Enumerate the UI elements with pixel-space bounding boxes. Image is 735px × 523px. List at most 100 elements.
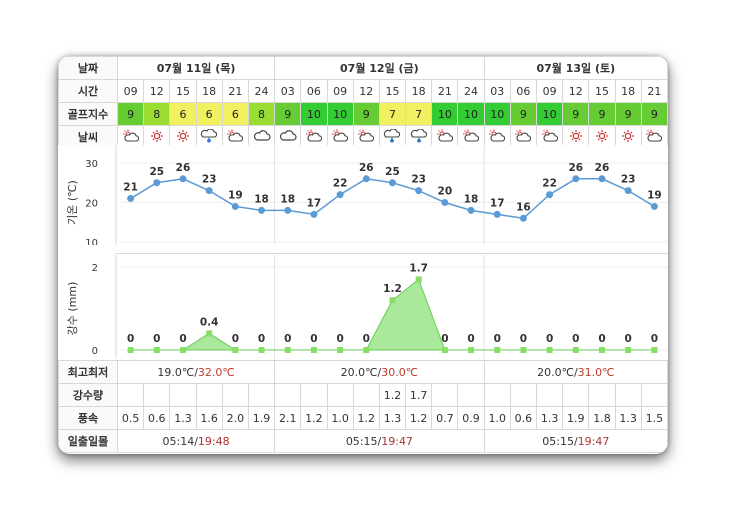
precip-point <box>441 347 448 353</box>
partly-cloudy-icon <box>226 129 244 142</box>
precip-point <box>468 347 475 353</box>
sun-day-3: 05:15/19:47 <box>483 429 668 453</box>
rainfall-cell: 1.2 <box>378 383 407 407</box>
wind-cell: 1.9 <box>247 406 276 430</box>
rainfall-label: 강수량 <box>58 383 118 407</box>
rainfall-cell <box>352 383 380 407</box>
precip-point <box>520 347 527 353</box>
temp-point <box>284 206 292 214</box>
data-label: 23 <box>621 174 636 186</box>
data-label: 0 <box>441 333 448 345</box>
partly-cloudy-icon <box>331 129 349 142</box>
data-label: 23 <box>411 174 426 186</box>
golf-index-cell: 10 <box>431 102 459 126</box>
data-label: 0 <box>494 333 501 345</box>
forecast-table-bottom: 최고최저 19.0℃/32.0℃ 20.0℃/30.0℃ 20.0℃/31.0℃… <box>58 360 668 453</box>
golf-index-cell: 10 <box>457 102 485 126</box>
temp-point <box>467 206 475 214</box>
precip-point <box>546 347 553 353</box>
time-cell: 18 <box>614 79 642 103</box>
wind-label: 풍속 <box>58 406 118 430</box>
temp-point <box>546 191 554 199</box>
wind-cell: 1.0 <box>483 406 511 430</box>
data-label: 18 <box>254 193 269 205</box>
precipitation-chart: 2 0 강수 (mm) 0 0 0 0.4 0 0 0 0 0 0 1.2 1.7 0 0 0 0 0 0 0 0 0 <box>58 255 668 359</box>
data-label: 0 <box>520 333 527 345</box>
wind-cell: 1.3 <box>378 406 407 430</box>
data-label: 0 <box>363 333 370 345</box>
time-cell: 09 <box>116 79 145 103</box>
precip-point <box>363 347 370 353</box>
date-label: 날짜 <box>58 56 118 80</box>
partly-cloudy-icon <box>122 129 140 142</box>
precip-point <box>127 347 134 353</box>
golf-index-cell: 9 <box>352 102 380 126</box>
time-cell: 12 <box>143 79 171 103</box>
rainfall-cell <box>300 383 328 407</box>
date-row: 날짜 07월 11일 (목) 07월 12일 (금) 07월 13일 (토) <box>58 56 668 80</box>
precip-point <box>337 347 344 353</box>
wind-cell: 1.9 <box>562 406 590 430</box>
rainfall-cell <box>431 383 459 407</box>
rainfall-cell <box>143 383 171 407</box>
time-cell: 06 <box>509 79 538 103</box>
wind-cell: 2.1 <box>274 406 302 430</box>
data-label: 21 <box>123 182 138 194</box>
temp-point <box>258 206 266 214</box>
cloud-icon <box>253 129 271 141</box>
precip-point <box>389 297 396 304</box>
temp-point <box>441 199 449 206</box>
y-axis-label: 기온 (℃) <box>66 180 79 225</box>
golf-index-label: 골프지수 <box>58 102 118 126</box>
golf-index-cell: 9 <box>116 102 145 126</box>
precip-point <box>415 276 422 283</box>
weather-label: 날씨 <box>58 125 118 149</box>
time-label: 시간 <box>58 79 118 103</box>
wind-cell: 1.0 <box>326 406 354 430</box>
golf-index-cell: 7 <box>378 102 407 126</box>
sun-icon <box>619 129 637 142</box>
time-cell: 03 <box>274 79 302 103</box>
wind-cell: 1.3 <box>169 406 197 430</box>
golf-index-cell: 9 <box>562 102 590 126</box>
temp-point <box>572 175 580 183</box>
data-label: 0 <box>127 333 134 345</box>
wind-cell: 0.6 <box>509 406 538 430</box>
minmax-day-3: 20.0℃/31.0℃ <box>483 360 668 384</box>
time-cell: 18 <box>405 79 433 103</box>
wind-cell: 1.3 <box>614 406 642 430</box>
data-label: 0 <box>598 333 605 345</box>
wind-cell: 1.8 <box>588 406 616 430</box>
rainfall-cell <box>116 383 145 407</box>
data-label: 26 <box>568 162 583 174</box>
date-day-2: 07월 12일 (금) <box>274 56 485 80</box>
rainfall-cell <box>457 383 485 407</box>
wind-cell: 1.2 <box>352 406 380 430</box>
time-row: 시간 09 12 15 18 21 24 03 06 09 12 15 18 21 24 03 06 09 12 1… <box>58 79 668 103</box>
partly-cloudy-icon <box>305 129 323 142</box>
wind-cell: 1.5 <box>640 406 668 430</box>
data-label: 17 <box>307 197 322 209</box>
data-label: 0 <box>572 333 579 345</box>
data-label: 0 <box>179 333 186 345</box>
weather-forecast-card: 날짜 07월 11일 (목) 07월 12일 (금) 07월 13일 (토) 시… <box>58 56 668 454</box>
data-label: 0 <box>153 333 160 345</box>
golf-index-cell: 9 <box>509 102 538 126</box>
precip-point <box>310 347 317 353</box>
time-cell: 09 <box>535 79 564 103</box>
rainfall-cell: 1.7 <box>405 383 433 407</box>
temp-point <box>650 202 658 210</box>
minmax-day-1: 19.0℃/32.0℃ <box>116 360 276 384</box>
time-cell: 03 <box>483 79 511 103</box>
rainfall-cell <box>274 383 302 407</box>
precip-point <box>572 347 579 353</box>
y-tick-label: 2 <box>92 263 98 274</box>
wind-cell: 1.2 <box>300 406 328 430</box>
golf-index-cell: 6 <box>221 102 249 126</box>
precip-point <box>258 347 265 353</box>
time-cell: 09 <box>326 79 354 103</box>
golf-index-cell: 9 <box>274 102 302 126</box>
sun-icon <box>593 129 611 142</box>
sunrise-sunset-label: 일출일몰 <box>58 429 118 453</box>
temperature-chart: 30 20 10 기온 (℃) 21 25 26 23 19 18 18 17 22 26 25 23 20 18… <box>58 145 668 249</box>
